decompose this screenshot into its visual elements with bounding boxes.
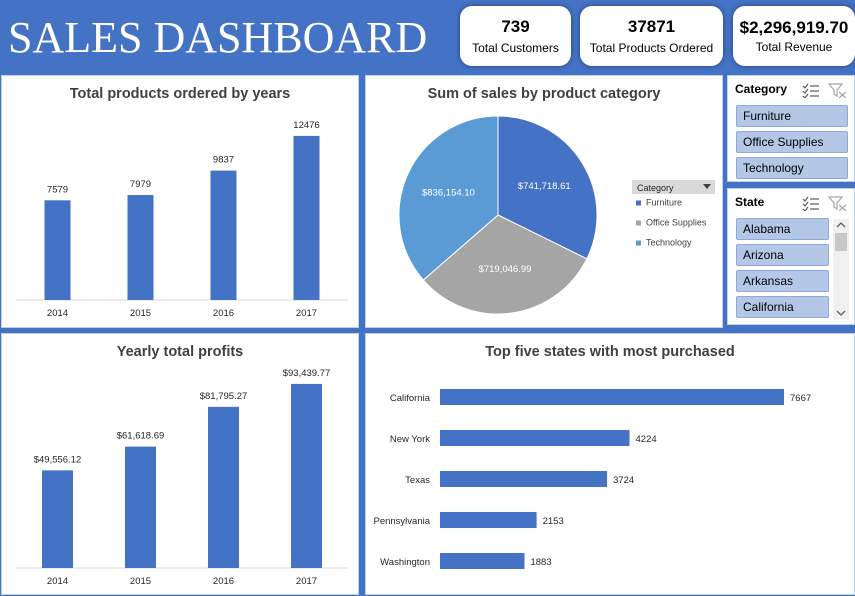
y-tick-label: New York: [390, 434, 430, 445]
data-label: $49,556.12: [34, 454, 82, 465]
x-tick-label: 2017: [296, 308, 317, 319]
chart-panel-products-by-year[interactable]: Total products ordered by years 7579 2014…: [1, 75, 359, 328]
slicer-scrollbar[interactable]: [833, 219, 849, 319]
x-tick-label: 2016: [213, 576, 234, 587]
data-label: 3724: [613, 475, 634, 486]
bar: [440, 430, 630, 446]
multi-select-icon[interactable]: [802, 83, 819, 99]
chart-title: Sum of sales by product category: [427, 86, 661, 102]
slicer-item-technology[interactable]: Technology: [736, 157, 848, 179]
chart-legend: Category Furniture Office Supplies Technolo…: [632, 180, 715, 248]
kpi-card-total-customers: 739 Total Customers: [460, 6, 571, 66]
data-label: 7579: [47, 184, 68, 195]
kpi-value: 37871: [627, 17, 676, 36]
kpi-value: 739: [501, 17, 530, 36]
bar: [42, 470, 73, 568]
data-label: 4224: [636, 434, 657, 445]
x-tick-label: 2015: [130, 576, 151, 587]
chart-title: Yearly total profits: [116, 344, 244, 360]
bar: [440, 471, 608, 487]
x-tick-label: 2014: [47, 576, 68, 587]
data-label: 12476: [293, 120, 319, 131]
x-tick-label: 2017: [296, 576, 317, 587]
legend-header-label: Category: [637, 183, 674, 193]
scroll-up-arrow-icon: [836, 222, 846, 228]
slicer-item-california[interactable]: California: [736, 296, 829, 318]
chart-title: Total products ordered by years: [69, 86, 291, 102]
bar: [125, 446, 156, 568]
legend-swatch: [636, 200, 641, 206]
kpi-label: Total Customers: [472, 41, 559, 55]
x-tick-label: 2016: [213, 308, 234, 319]
y-tick-label: California: [390, 393, 431, 404]
category-slicer: Category Furniture Office Supplies Techn…: [727, 75, 855, 182]
bar: [127, 195, 154, 300]
data-label: $719,046.99: [479, 264, 532, 275]
kpi-label: Total Revenue: [755, 40, 833, 54]
chart-panel-yearly-profits[interactable]: Yearly total profits $49,556.12 2014 $61,6…: [1, 333, 359, 595]
y-tick-label: Washington: [380, 557, 430, 568]
bar: [210, 170, 237, 300]
data-label: $93,439.77: [283, 368, 331, 379]
slicer-title: State: [735, 195, 765, 209]
clear-filter-icon[interactable]: [827, 196, 847, 212]
bar: [44, 200, 71, 300]
legend-entry: Technology: [646, 238, 692, 248]
chart-panel-top-states[interactable]: Top five states with most purchased Cali…: [365, 333, 855, 595]
pie-slice: [398, 115, 499, 281]
slicer-item-office-supplies[interactable]: Office Supplies: [736, 131, 848, 153]
kpi-card-total-products: 37871 Total Products Ordered: [580, 6, 723, 66]
bar: [291, 383, 322, 568]
x-tick-label: 2014: [47, 308, 68, 319]
slicer-item-arkansas[interactable]: Arkansas: [736, 270, 829, 292]
products-by-year-chart: 7579 2014 7979 2015 9837 2016 12476 2017: [16, 120, 348, 319]
kpi-value: $2,296,919.70: [739, 18, 849, 37]
dashboard-title: SALES DASHBOARD: [8, 13, 428, 62]
x-tick-label: 2015: [130, 308, 151, 319]
legend-swatch: [636, 240, 641, 246]
data-label: 1883: [530, 557, 551, 568]
sales-by-category-pie-chart: $741,718.61 $719,046.99 $836,154.10 Categor…: [398, 115, 715, 315]
kpi-card-total-revenue: $2,296,919.70 Total Revenue: [733, 6, 855, 66]
y-tick-label: Pennsylvania: [373, 516, 430, 527]
pie-slice: [497, 115, 598, 260]
multi-select-icon[interactable]: [802, 196, 819, 212]
bar: [440, 389, 784, 405]
slicer-item-arizona[interactable]: Arizona: [736, 244, 829, 266]
data-label: 2153: [543, 516, 564, 527]
kpi-label: Total Products Ordered: [589, 41, 714, 55]
scrollbar-thumb: [835, 233, 847, 251]
legend-swatch: [636, 220, 641, 226]
clear-filter-icon[interactable]: [827, 83, 847, 99]
scroll-down-arrow-icon: [836, 310, 846, 316]
data-label: $741,718.61: [518, 181, 571, 192]
bar: [293, 135, 320, 300]
data-label: 7979: [130, 179, 151, 190]
legend-entry: Furniture: [646, 198, 682, 208]
bar: [208, 406, 239, 568]
slicer-toolbar: [802, 195, 848, 216]
bar: [440, 512, 537, 528]
legend-entry: Office Supplies: [646, 218, 707, 228]
slicer-item-alabama[interactable]: Alabama: [736, 218, 829, 240]
state-slicer: State Alabama Arizona Arkansas Californi…: [727, 188, 855, 325]
chart-title: Top five states with most purchased: [485, 344, 735, 360]
top-states-chart: California 7667 New York 4224 Texas 3724 Penns…: [373, 389, 811, 569]
data-label: $61,618.69: [117, 431, 165, 442]
data-label: 7667: [790, 393, 811, 404]
legend-header: [632, 180, 715, 194]
data-label: $836,154.10: [422, 187, 475, 198]
data-label: 9837: [213, 155, 234, 166]
pie-slice: [422, 214, 588, 315]
slicer-title: Category: [735, 82, 788, 96]
yearly-profits-chart: $49,556.12 2014 $61,618.69 2015 $81,795.27 20…: [16, 368, 348, 587]
bar: [440, 553, 525, 569]
y-tick-label: Texas: [405, 475, 430, 486]
dropdown-arrow-icon: [703, 184, 711, 189]
slicer-toolbar: [802, 82, 848, 103]
chart-panel-sales-by-category[interactable]: Sum of sales by product category $741,71…: [365, 75, 723, 328]
data-label: $81,795.27: [200, 391, 248, 402]
slicer-item-furniture[interactable]: Furniture: [736, 105, 848, 127]
